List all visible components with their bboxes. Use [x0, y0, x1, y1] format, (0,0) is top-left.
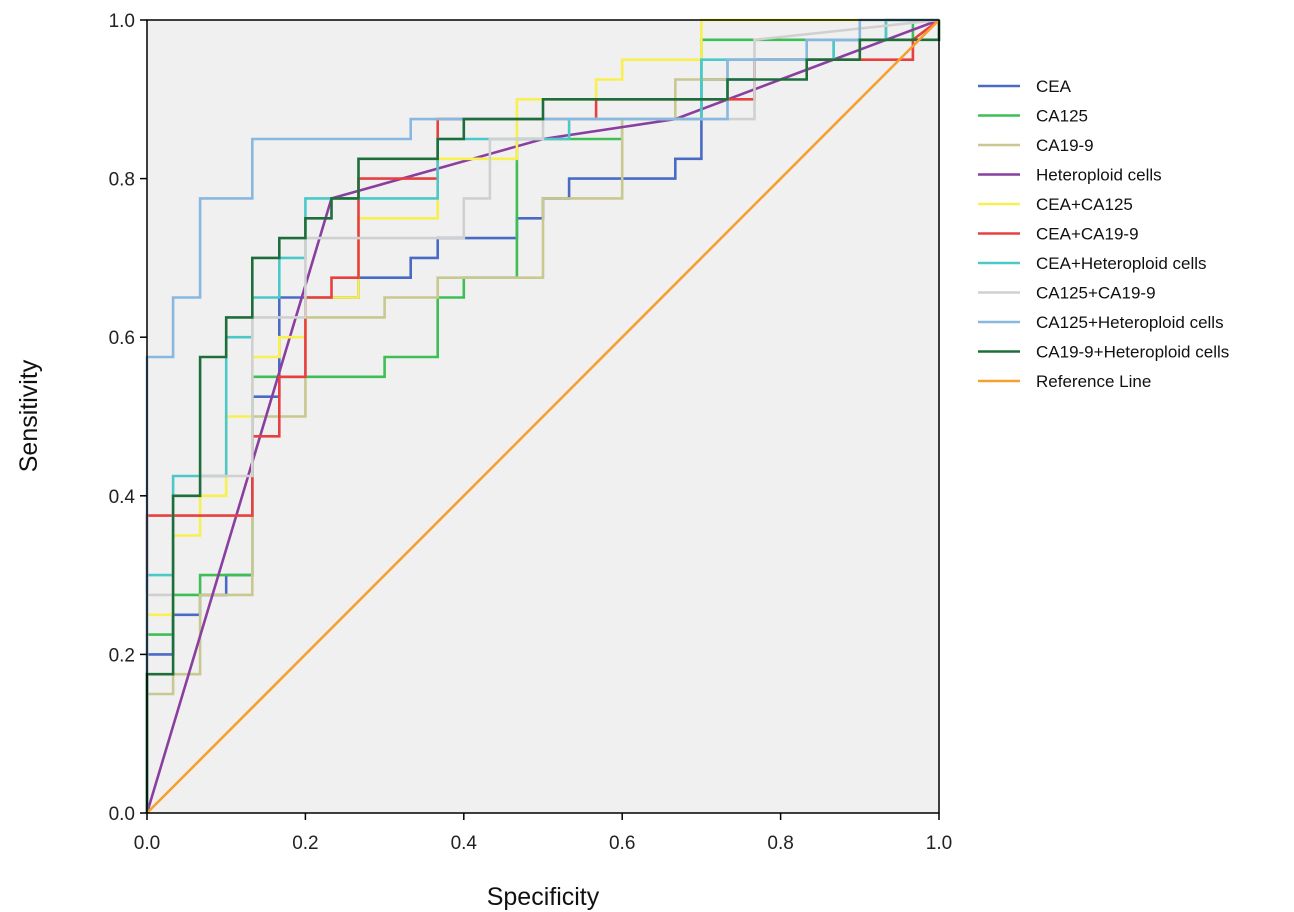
- legend-label-cea: CEA: [1036, 77, 1072, 96]
- y-axis-title: Sensitivity: [15, 359, 43, 472]
- x-tick-label: 0.6: [609, 833, 635, 854]
- x-axis-title: Specificity: [487, 883, 600, 911]
- x-tick-label: 0.0: [134, 833, 160, 854]
- legend-label-cea-heteroploid-cells: CEA+Heteroploid cells: [1036, 254, 1207, 273]
- legend-label-ca125-ca19-9: CA125+CA19-9: [1036, 284, 1156, 303]
- legend-label-cea-ca125: CEA+CA125: [1036, 195, 1133, 214]
- y-tick-label: 0.4: [109, 487, 136, 508]
- legend-label-ca125-heteroploid-cells: CA125+Heteroploid cells: [1036, 313, 1224, 332]
- legend-label-ca19-9: CA19-9: [1036, 136, 1094, 155]
- series-line-ca125-heteroploid-cells: [145, 18, 939, 813]
- x-tick-label: 0.4: [451, 833, 478, 854]
- y-axis-ticks: 0.0 0.2 0.4 0.6 0.8 1.0: [109, 11, 147, 825]
- y-tick-label: 1.0: [109, 11, 135, 32]
- x-axis-ticks: 0.0 0.2 0.4 0.6 0.8 1.0: [134, 813, 952, 854]
- legend-label-cea-ca19-9: CEA+CA19-9: [1036, 225, 1139, 244]
- series-line-ca19-9-heteroploid-cells: [145, 20, 941, 813]
- legend-label-ca125: CA125: [1036, 107, 1088, 126]
- series-line-reference-line: [146, 19, 940, 814]
- y-tick-label: 0.2: [109, 645, 135, 666]
- series-layer: [145, 18, 941, 814]
- y-tick-label: 0.8: [109, 170, 135, 191]
- y-tick-label: 0.0: [109, 804, 135, 825]
- series-line-ca125: [145, 18, 939, 813]
- x-tick-label: 1.0: [926, 833, 952, 854]
- legend-label-heteroploid-cells: Heteroploid cells: [1036, 166, 1162, 185]
- legend-label-reference-line: Reference Line: [1036, 372, 1151, 391]
- plot-frame: [146, 19, 940, 814]
- legend-label-ca19-9-heteroploid-cells: CA19-9+Heteroploid cells: [1036, 343, 1229, 362]
- x-tick-label: 0.2: [292, 833, 318, 854]
- x-tick-label: 0.8: [767, 833, 793, 854]
- legend: CEA CA125 CA19-9 Heteroploid cells CEA+CA125…: [978, 77, 1229, 391]
- y-tick-label: 0.6: [109, 328, 135, 349]
